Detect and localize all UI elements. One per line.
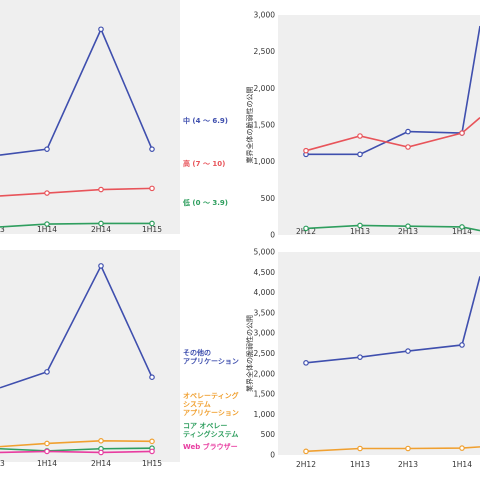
data-point [44, 440, 50, 447]
data-point [357, 445, 363, 452]
data-point [149, 448, 155, 455]
x-tick-label: 1H14 [452, 227, 472, 236]
plot-area [278, 252, 480, 455]
x-tick-label: 2H14 [91, 459, 111, 468]
data-point [44, 190, 50, 196]
y-tick-label: 500 [261, 194, 276, 203]
y-tick-label: 2,000 [254, 369, 276, 378]
legend-label: Web ブラウザー [183, 442, 238, 451]
data-point [303, 448, 309, 455]
y-tick-label: 2,500 [254, 47, 276, 56]
legend-label: 高 (7 ～ 10) [183, 159, 225, 168]
data-point [357, 354, 363, 360]
y-tick-label: 4,500 [254, 268, 276, 277]
data-point [98, 26, 104, 33]
data-point [44, 369, 50, 375]
y-tick-label: 1,500 [254, 390, 276, 399]
legend-label: コア オペレーティングシステム [183, 422, 238, 439]
x-tick-label: 1H15 [142, 225, 162, 234]
data-point [149, 185, 155, 192]
plot-area [0, 0, 180, 234]
legend-label: 中 (4 ～ 6.9) [183, 116, 228, 125]
x-tick-label: 1H14 [37, 459, 57, 468]
chart-panel-1: 13 1H14 2H14 1H15 中 (4 ～ 6.9) 高 (7 ～ 10) 低 (0 … [0, 0, 228, 234]
y-tick-label: 5,000 [254, 248, 276, 257]
y-tick-label: 3,500 [254, 308, 276, 317]
y-tick-label: 1,500 [254, 121, 276, 130]
y-tick-label: 2,000 [254, 84, 276, 93]
data-point [44, 146, 50, 152]
y-tick-label: 0 [270, 231, 275, 240]
data-point [98, 186, 104, 193]
data-point [459, 342, 465, 348]
data-point [303, 360, 309, 366]
data-point [303, 147, 309, 154]
series-line [0, 439, 153, 448]
chart-panel-4: 0 500 1,000 1,500 2,000 2,500 3,000 3,500 4,000 4… [245, 248, 480, 469]
x-tick-label: 2H13 [398, 460, 418, 469]
x-tick-label: 1H13 [350, 227, 370, 236]
x-tick-label: 2H14 [91, 225, 111, 234]
series-line [0, 264, 153, 389]
y-tick-label: 1,000 [254, 157, 276, 166]
data-point [149, 438, 155, 445]
data-point [405, 128, 411, 135]
series-line [0, 450, 153, 454]
x-tick-label: 13 [0, 225, 5, 234]
chart-panel-2: 0 500 1,000 1,500 2,000 2,500 3,000 業界全体の脆弱性の公開… [245, 11, 480, 240]
x-tick-label: 1H15 [142, 459, 162, 468]
y-tick-label: 1,000 [254, 410, 276, 419]
data-point [357, 222, 363, 229]
data-point [459, 130, 465, 136]
chart-panel-3: 13 1H14 2H14 1H15 その他のアプリケーションオペレーティングシステムアプ… [0, 250, 239, 468]
x-tick-label: 13 [0, 459, 5, 468]
data-point [357, 133, 363, 139]
y-tick-label: 500 [261, 430, 276, 439]
y-tick-label: 2,500 [254, 349, 276, 358]
plot-area [278, 15, 480, 235]
data-point [149, 220, 155, 227]
data-point [44, 221, 50, 227]
series-line [0, 447, 153, 452]
legend-label: その他のアプリケーション [183, 348, 239, 366]
data-point [98, 449, 104, 456]
series-line [0, 222, 152, 228]
x-tick-label: 1H14 [37, 225, 57, 234]
data-point [149, 374, 155, 381]
y-tick-label: 3,000 [254, 329, 276, 338]
x-tick-label: 1H14 [452, 460, 472, 469]
y-tick-label: 3,000 [254, 11, 276, 20]
data-point [459, 445, 465, 451]
y-tick-label: 0 [270, 451, 275, 460]
data-point [405, 348, 411, 354]
y-tick-label: 4,000 [254, 288, 276, 297]
plot-area [0, 250, 180, 462]
data-point [459, 224, 465, 230]
data-point [405, 223, 411, 230]
y-axis-title: 業界全体の脆弱性の公開 [245, 87, 254, 164]
legend-label: 低 (0 ～ 3.9) [182, 198, 228, 207]
data-point [98, 263, 104, 269]
data-point [405, 144, 411, 150]
data-point [303, 225, 309, 232]
x-tick-label: 2H13 [398, 227, 418, 236]
data-point [357, 151, 363, 158]
series-line [0, 27, 153, 156]
data-point [405, 445, 411, 452]
data-point [44, 448, 50, 455]
data-point [98, 220, 104, 227]
x-tick-label: 2H12 [296, 460, 316, 469]
data-point [149, 146, 155, 152]
series-line [0, 187, 153, 197]
x-tick-label: 1H13 [350, 460, 370, 469]
data-point [98, 437, 104, 444]
y-axis-title: 業界全体の脆弱性の公開 [245, 315, 254, 392]
legend-label: オペレーティングシステムアプリケーション [183, 391, 239, 417]
x-tick-label: 2H12 [296, 227, 316, 236]
